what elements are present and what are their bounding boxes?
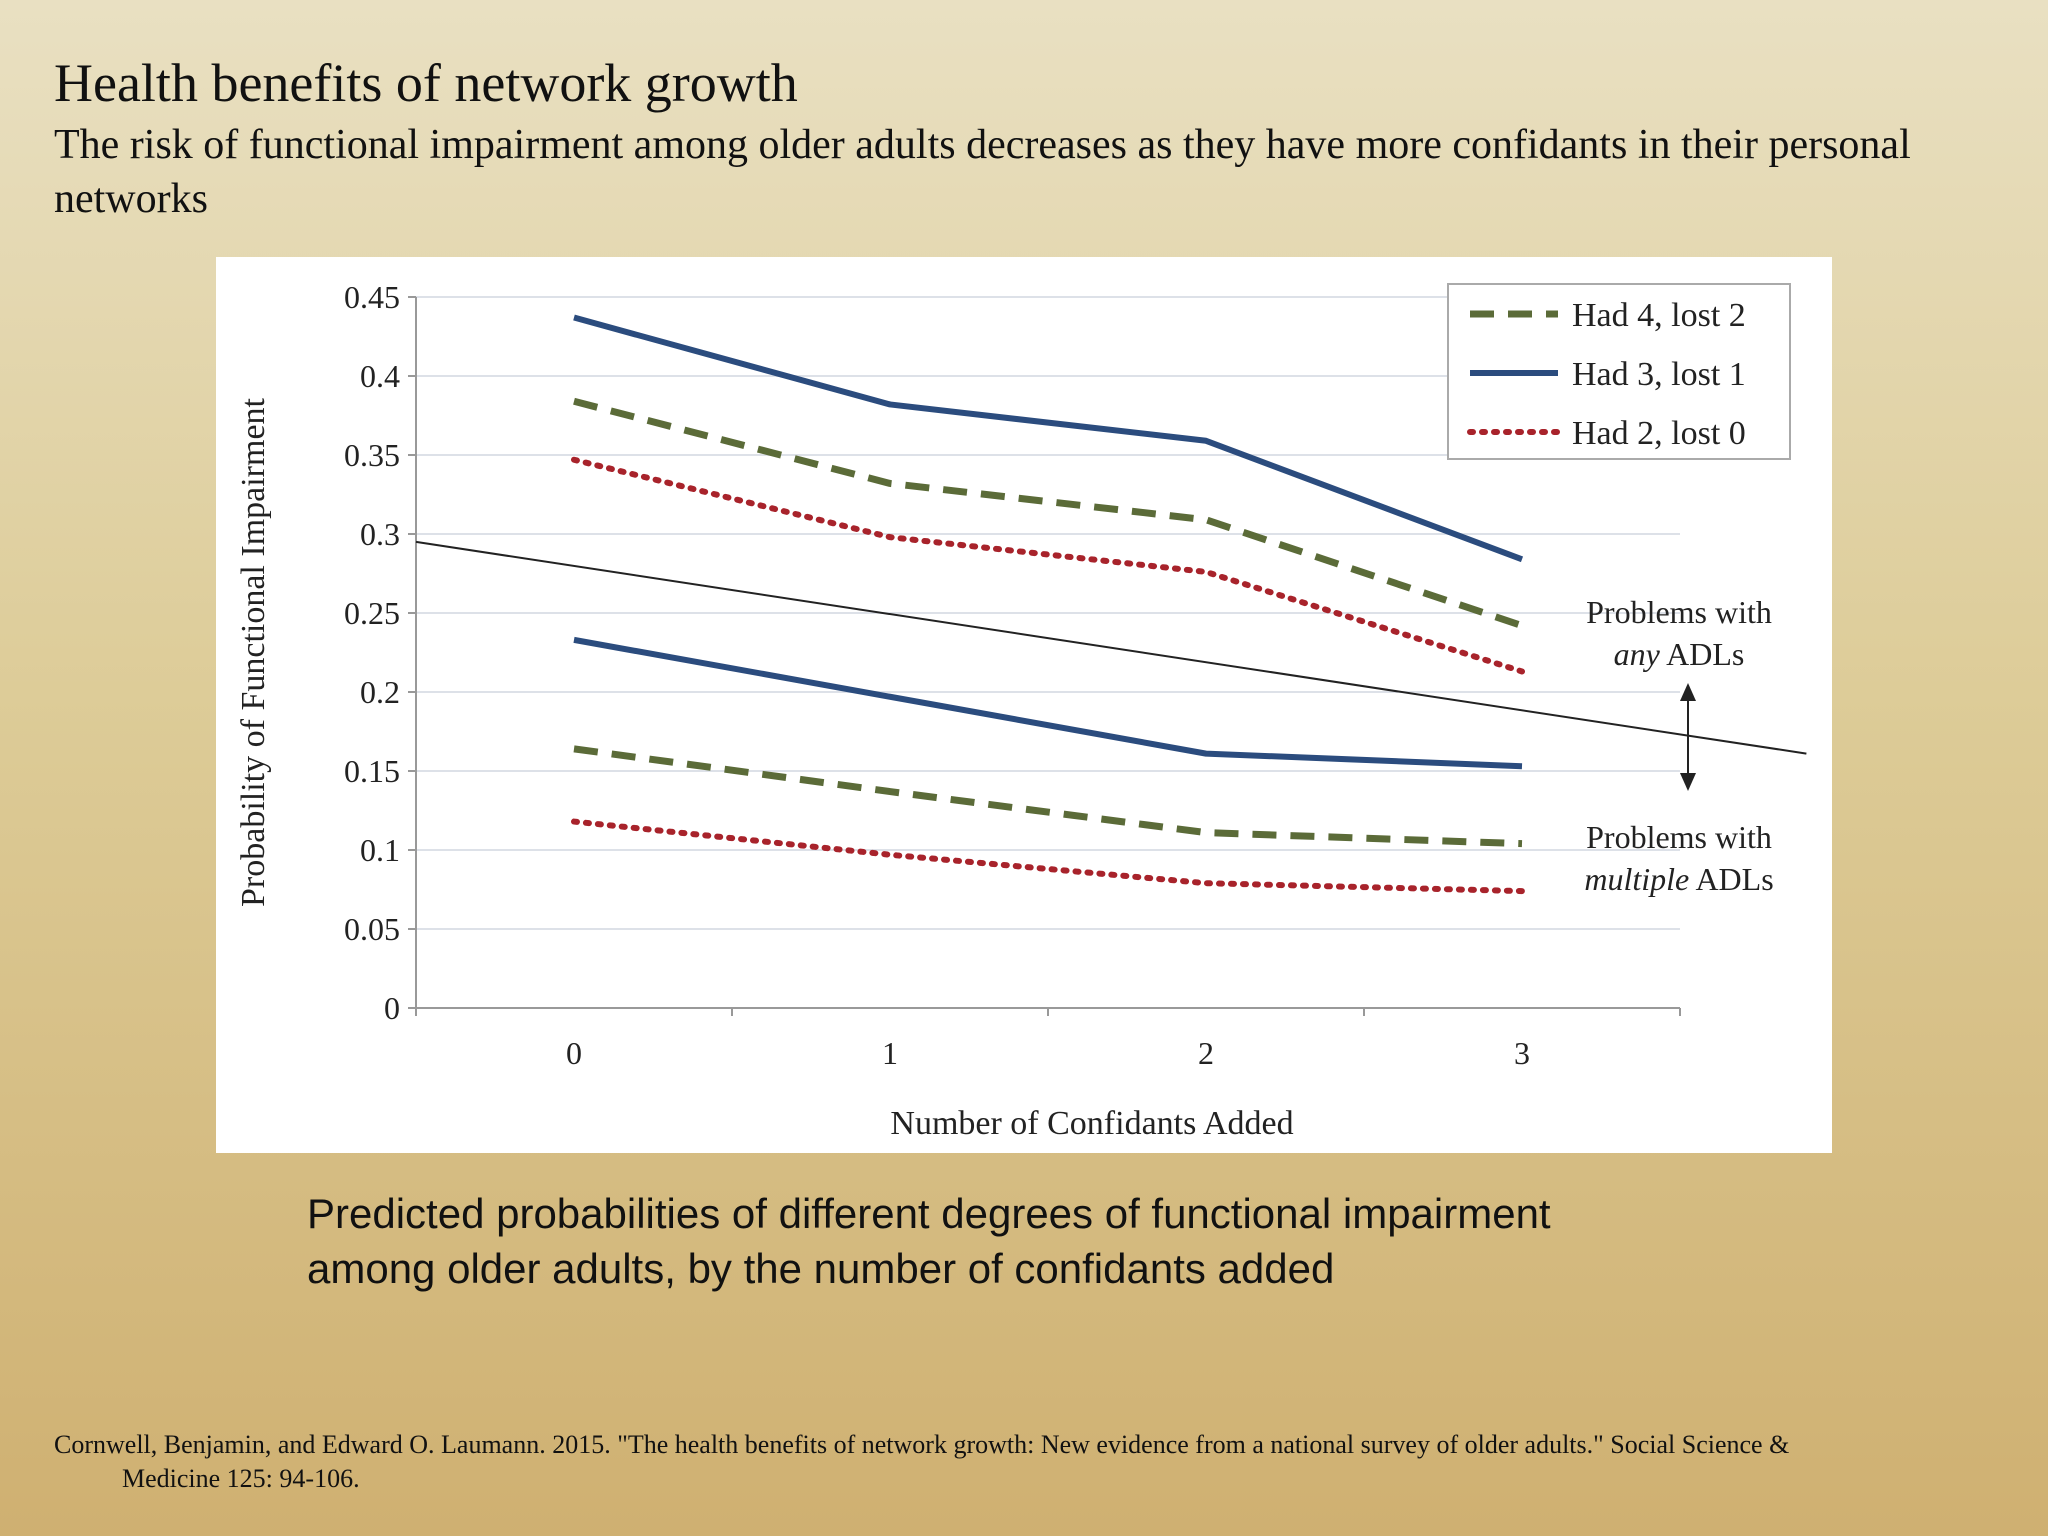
data-point [1206,753,1207,754]
series-line [573,636,1523,770]
series-line [573,314,1524,563]
series-line [573,745,1523,848]
data-point [574,821,575,822]
data-point [1206,883,1207,884]
data-point [890,537,891,538]
x-tick-label: 0 [566,1035,582,1071]
data-point [574,639,575,640]
data-point [1522,625,1523,626]
data-point [1206,519,1207,520]
group-divider-line [415,540,1807,755]
legend-label: Had 3, lost 1 [1572,356,1746,393]
group-label-emphasis: multiple [1584,861,1689,897]
arrow-head-down [1680,773,1696,791]
y-tick-label: 0.35 [344,437,400,473]
y-axis-label: Probability of Functional Impairment [235,397,272,907]
group-label-line-2: any ADLs [1614,636,1745,672]
series-line [571,456,1525,675]
data-point [1522,559,1523,560]
y-tick-label: 0.2 [360,674,400,710]
group-label-emphasis: any [1614,636,1661,672]
group-label-line-1: Problems with [1586,594,1772,630]
caption-line-2: among older adults, by the number of con… [307,1245,1335,1292]
y-tick-label: 0.05 [344,911,400,947]
data-point [1522,843,1523,844]
data-point [890,483,891,484]
y-tick-label: 0 [384,990,400,1026]
y-tick-label: 0.4 [360,358,400,394]
legend-label: Had 4, lost 2 [1572,297,1746,334]
y-tick-label: 0.45 [344,279,400,315]
data-point [574,748,575,749]
x-tick-label: 3 [1514,1035,1530,1071]
line-chart: 0 0.05 0.1 0.15 0.2 0.25 0.3 0.35 0.4 0.45 0 1 2 3 Num… [235,279,1807,1142]
data-point [1206,832,1207,833]
group-label-line-1: Problems with [1586,819,1772,855]
data-point [890,696,891,697]
x-axis-label: Number of Confidants Added [890,1105,1293,1142]
series-line [573,397,1524,629]
chart-caption: Predicted probabilities of different deg… [307,1186,1807,1296]
citation: Cornwell, Benjamin, and Edward O. Lauman… [54,1428,1994,1496]
data-point [574,317,575,318]
caption-line-1: Predicted probabilities of different deg… [307,1190,1551,1237]
legend-label: Had 2, lost 0 [1572,415,1746,452]
slide-title: Health benefits of network growth [54,53,798,113]
x-tick-label: 2 [1198,1035,1214,1071]
group-label-line-2: multiple ADLs [1584,861,1773,897]
arrow-head-up [1680,683,1696,701]
citation-line-2: Medicine 125: 94-106. [122,1464,360,1493]
y-tick-label: 0.15 [344,753,400,789]
y-tick-label: 0.25 [344,595,400,631]
legend: Had 4, lost 2 Had 3, lost 1 Had 2, lost 0 [1447,283,1791,460]
citation-line-1: Cornwell, Benjamin, and Edward O. Lauman… [54,1430,1790,1459]
data-point [1522,671,1523,672]
series-line [571,818,1525,895]
y-tick-label: 0.3 [360,516,400,552]
data-point [890,404,891,405]
chart-panel: 0 0.05 0.1 0.15 0.2 0.25 0.3 0.35 0.4 0.45 0 1 2 3 Num… [216,257,1832,1153]
data-point [1206,571,1207,572]
data-point [890,791,891,792]
group-label-suffix: ADLs [1660,636,1744,672]
data-point [1522,891,1523,892]
data-point [574,459,575,460]
x-tick-label: 1 [882,1035,898,1071]
data-point [1522,766,1523,767]
y-tick-label: 0.1 [360,832,400,868]
data-point [890,854,891,855]
data-point [574,401,575,402]
slide-subtitle: The risk of functional impairment among … [54,122,1911,222]
data-point [1206,440,1207,441]
group-label-suffix: ADLs [1689,861,1773,897]
